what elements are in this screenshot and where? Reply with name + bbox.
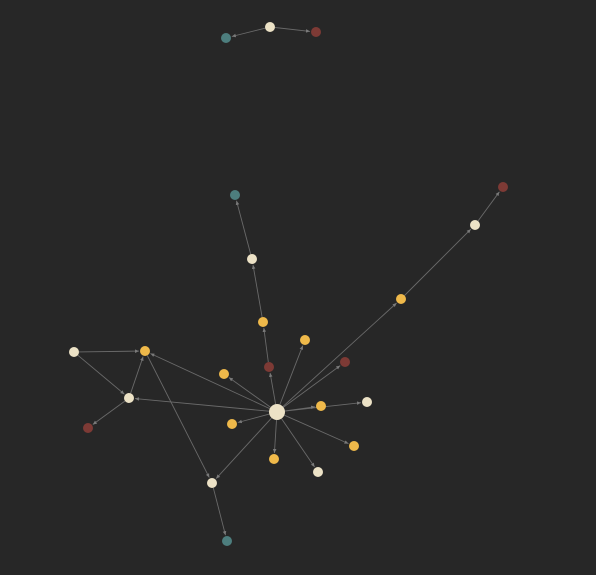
graph-edge — [146, 355, 210, 478]
graph-edge — [231, 27, 266, 38]
graph-edge — [262, 327, 269, 363]
graph-edge — [269, 372, 277, 405]
graph-node[interactable] — [69, 347, 79, 357]
graph-node[interactable] — [247, 254, 257, 264]
graph-edge — [212, 487, 227, 536]
graph-node[interactable] — [124, 393, 134, 403]
graph-node[interactable] — [340, 357, 350, 367]
graph-node[interactable] — [470, 220, 480, 230]
graph-edge — [477, 191, 500, 222]
graph-edge — [281, 418, 315, 468]
graph-edge — [92, 400, 126, 425]
graph-node[interactable] — [362, 397, 372, 407]
graph-edge — [404, 228, 472, 296]
graph-node[interactable] — [83, 423, 93, 433]
graph-node[interactable] — [300, 335, 310, 345]
graph-node[interactable] — [264, 362, 274, 372]
graph-node[interactable] — [230, 190, 240, 200]
graph-edge — [77, 354, 125, 395]
graph-edge — [235, 200, 252, 255]
graph-node[interactable] — [265, 22, 275, 32]
node-layer — [69, 22, 508, 546]
graph-node[interactable] — [396, 294, 406, 304]
graph-node[interactable] — [311, 27, 321, 37]
graph-edge — [284, 414, 349, 445]
graph-edge — [228, 377, 271, 408]
graph-edge — [251, 264, 263, 318]
graph-node[interactable] — [227, 419, 237, 429]
graph-edge — [283, 365, 341, 408]
graph-edge — [282, 302, 397, 407]
graph-edge — [134, 397, 270, 412]
graph-node[interactable] — [498, 182, 508, 192]
graph-node[interactable] — [316, 401, 326, 411]
graph-node[interactable] — [219, 369, 229, 379]
graph-edge — [78, 349, 140, 353]
graph-edge — [274, 27, 311, 33]
graph-node[interactable] — [313, 467, 323, 477]
edge-layer — [77, 27, 500, 536]
graph-node[interactable] — [221, 33, 231, 43]
graph-node[interactable] — [140, 346, 150, 356]
graph-hub-node[interactable] — [269, 404, 285, 420]
graph-edge — [130, 356, 144, 394]
graph-node[interactable] — [258, 317, 268, 327]
graph-node[interactable] — [349, 441, 359, 451]
graph-node[interactable] — [207, 478, 217, 488]
graph-edge — [284, 405, 316, 412]
graph-edge — [272, 419, 277, 454]
graph-node[interactable] — [222, 536, 232, 546]
graph-edge — [215, 417, 272, 479]
graph-edge — [279, 345, 304, 405]
graph-edge — [237, 413, 270, 424]
graph-edge — [150, 353, 270, 410]
graph-node[interactable] — [269, 454, 279, 464]
